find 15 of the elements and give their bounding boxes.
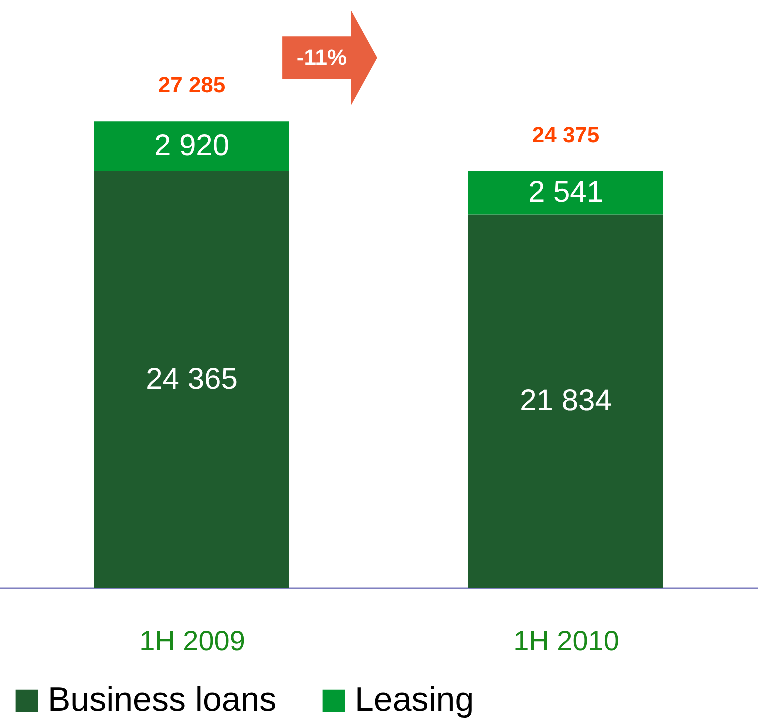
data-label: 2 541 (528, 176, 604, 210)
total-label: 24 375 (532, 122, 600, 148)
data-label: 2 920 (154, 130, 230, 163)
x-tick-label: 1H 2010 (514, 626, 620, 656)
bar (94, 122, 290, 172)
data-label: 21 834 (520, 384, 612, 418)
legend-label: Leasing (355, 681, 474, 719)
bar (94, 172, 290, 588)
bar (468, 214, 664, 588)
legend-label: Business loans (48, 681, 277, 719)
total-label: 27 285 (158, 72, 226, 98)
data-label: 24 365 (146, 362, 238, 396)
bar (468, 171, 664, 215)
x-tick-label: 1H 2009 (140, 626, 246, 656)
annotation: -11% (296, 45, 348, 70)
